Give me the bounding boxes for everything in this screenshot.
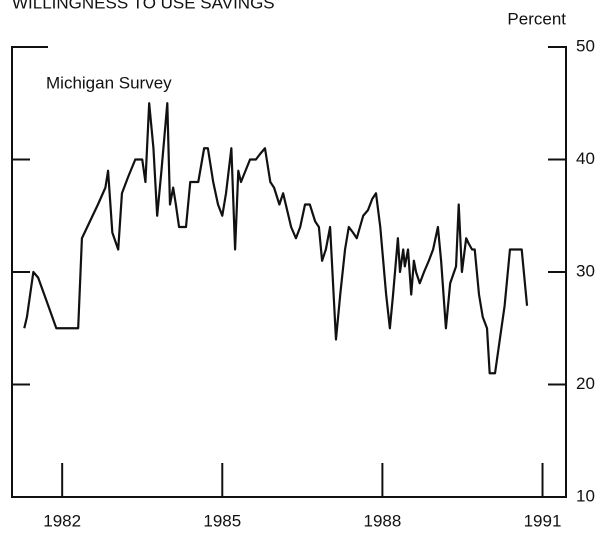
y-tick-label: 10 — [576, 486, 595, 505]
x-tick-label: 1988 — [363, 511, 401, 530]
chart-title: WILLINGNESS TO USE SAVINGS — [12, 0, 275, 12]
y-tick-label: 30 — [576, 261, 595, 280]
y-axis-label: Percent — [507, 9, 566, 28]
y-tick-label: 20 — [576, 374, 595, 393]
plot-frame — [11, 46, 567, 498]
y-tick-label: 50 — [576, 36, 595, 55]
annotation: Michigan Survey — [46, 73, 172, 92]
x-tick-label: 1991 — [524, 511, 562, 530]
x-tick-label: 1985 — [203, 511, 241, 530]
y-tick-label: 40 — [576, 149, 595, 168]
x-tick-label: 1982 — [43, 511, 81, 530]
data-line — [23, 102, 529, 375]
